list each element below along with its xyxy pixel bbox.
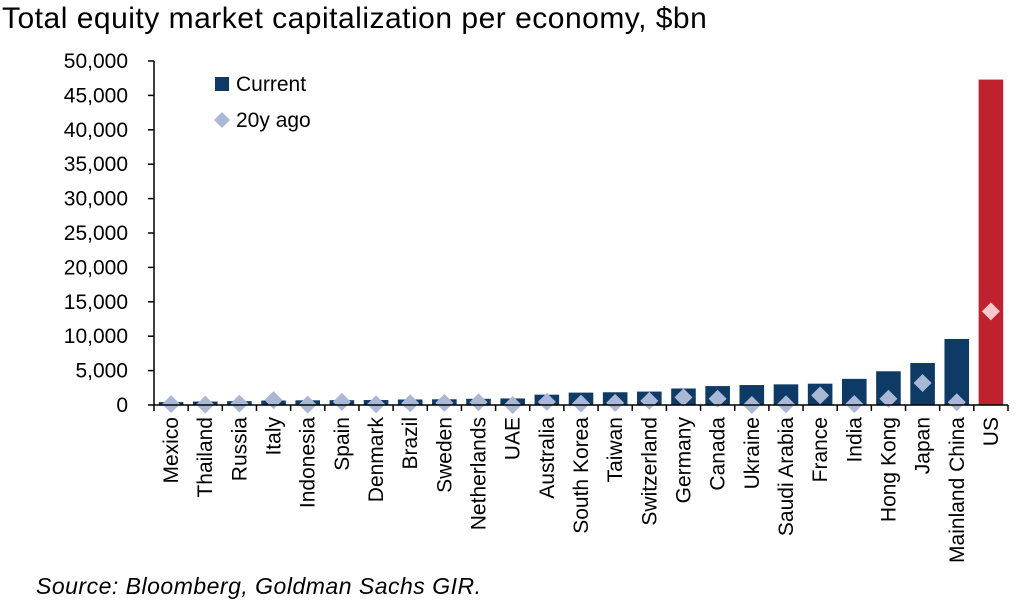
legend-label-20y-ago: 20y ago [236,109,311,132]
x-tick-label: Australia [536,417,559,499]
marker-italy [264,391,283,410]
x-tick-label: Brazil [399,417,422,470]
x-tick-label: Canada [707,417,730,491]
marker-germany [674,388,693,407]
x-tick-label: Japan [912,417,935,474]
x-tick-label: Switzerland [638,417,661,526]
marker-netherlands [469,393,488,412]
x-tick-label: Spain [331,417,354,471]
marker-taiwan [606,393,625,412]
x-tick-label: Thailand [194,417,217,498]
marker-australia [537,392,556,411]
x-tick-label: Sweden [433,417,456,493]
marker-mexico [162,395,181,414]
y-tick-label: 40,000 [64,119,128,142]
x-axis: Mexico Thailand Russia Italy Indonesia Spain D… [153,404,1009,563]
marker-canada [708,389,727,408]
y-tick-label: 35,000 [64,153,128,176]
legend-label-current: Current [236,73,306,96]
marker-russia [230,394,249,413]
bar-saudi-arabia [773,384,799,405]
legend: Current 20y ago [214,73,311,132]
x-tick-label: Hong Kong [877,417,900,522]
y-tick-label: 45,000 [64,84,128,107]
x-tick-label: South Korea [570,417,593,534]
x-tick-label: Taiwan [604,417,627,482]
bar-ukraine [739,385,765,405]
x-tick-label: UAE [502,417,525,460]
y-tick-label: 0 [116,394,128,417]
x-tick-label: Netherlands [468,417,491,530]
x-tick-label: Mainland China [946,417,969,563]
y-tick-label: 50,000 [64,50,128,73]
source-note: Source: Bloomberg, Goldman Sachs GIR. [36,573,482,599]
y-tick-label: 10,000 [64,325,128,348]
marker-france [811,386,830,405]
y-tick-label: 30,000 [64,188,128,211]
x-tick-label: Germany [672,417,695,504]
markers [162,302,1000,414]
x-tick-label: US [980,417,1003,446]
x-tick-label: India [843,417,866,463]
y-tick-label: 25,000 [64,222,128,245]
marker-us [981,302,1000,321]
marker-sweden [435,393,454,412]
y-axis: 0 5,000 10,000 15,000 20,000 25,000 30,000 35,0… [64,50,155,417]
legend-swatch-20y-ago [214,112,230,128]
x-tick-label: Italy [263,417,286,456]
marker-mainland-china [947,393,966,412]
marker-spain [332,392,351,411]
chart-title: Total equity market capitalization per e… [2,2,708,35]
x-tick-label: France [809,417,832,482]
y-tick-label: 20,000 [64,256,128,279]
legend-swatch-current [215,77,229,91]
x-tick-label: Mexico [160,417,183,484]
x-tick-label: Ukraine [741,417,764,489]
x-tick-label: Denmark [365,417,388,503]
x-tick-label: Saudi Arabia [775,417,798,536]
marker-india [845,394,864,413]
x-tick-label: Russia [228,417,251,482]
bar-us [978,79,1004,406]
marker-hong-kong [879,389,898,408]
marker-brazil [401,394,420,413]
marker-south-korea [572,394,590,413]
y-tick-label: 15,000 [64,291,128,314]
x-tick-label: Indonesia [297,417,320,508]
marker-japan [913,373,932,392]
y-tick-label: 5,000 [75,360,128,383]
